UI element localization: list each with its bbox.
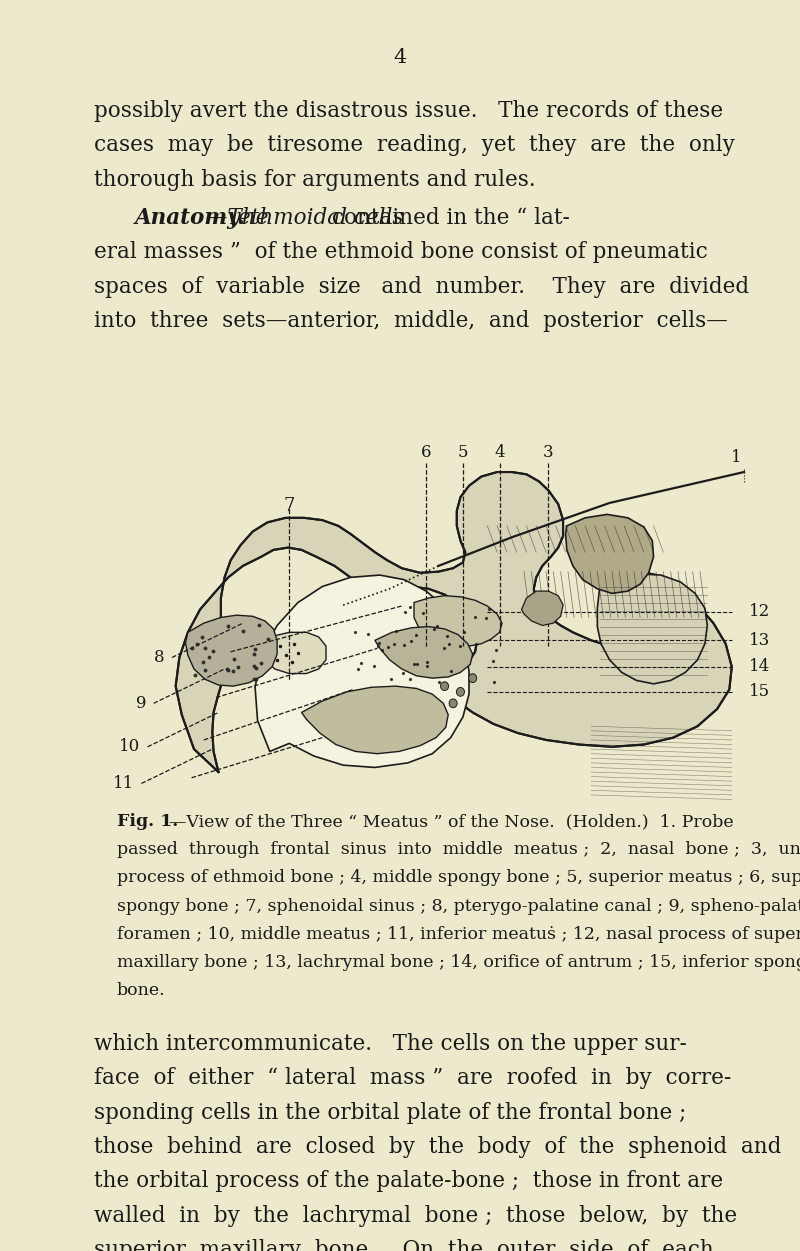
Text: 3: 3 — [543, 444, 554, 460]
Text: Anatomy.: Anatomy. — [134, 206, 245, 229]
Polygon shape — [598, 574, 707, 684]
Text: 1: 1 — [731, 449, 742, 467]
Text: Fig. 1.: Fig. 1. — [117, 813, 178, 831]
Text: into  three  sets—anterior,  middle,  and  posterior  cells—: into three sets—anterior, middle, and po… — [94, 310, 728, 333]
Text: 4: 4 — [494, 444, 505, 460]
Bar — [84, 463, 744, 801]
Text: 13: 13 — [750, 632, 770, 649]
Ellipse shape — [457, 688, 465, 697]
Text: the orbital process of the palate-bone ;  those in front are: the orbital process of the palate-bone ;… — [94, 1171, 723, 1192]
Text: walled  in  by  the  lachrymal  bone ;  those  below,  by  the: walled in by the lachrymal bone ; those … — [94, 1205, 738, 1227]
Polygon shape — [302, 686, 448, 753]
Text: process of ethmoid bone ; 4, middle spongy bone ; 5, superior meatus ; 6, superi: process of ethmoid bone ; 4, middle spon… — [117, 869, 800, 887]
Text: 14: 14 — [750, 658, 770, 676]
Text: 9: 9 — [136, 694, 146, 712]
Text: which intercommunicate.   The cells on the upper sur-: which intercommunicate. The cells on the… — [94, 1033, 687, 1055]
Ellipse shape — [441, 682, 449, 691]
Text: 6: 6 — [421, 444, 431, 460]
Text: sponding cells in the orbital plate of the frontal bone ;: sponding cells in the orbital plate of t… — [94, 1102, 686, 1123]
Text: 11: 11 — [113, 774, 134, 792]
Text: spongy bone ; 7, sphenoidal sinus ; 8, pterygo-palatine canal ; 9, spheno-palati: spongy bone ; 7, sphenoidal sinus ; 8, p… — [117, 898, 800, 914]
Text: those  behind  are  closed  by  the  body  of  the  sphenoid  and: those behind are closed by the body of t… — [94, 1136, 782, 1158]
Polygon shape — [255, 575, 469, 767]
Text: cases  may  be  tiresome  reading,  yet  they  are  the  only: cases may be tiresome reading, yet they … — [94, 134, 735, 156]
Text: spaces  of  variable  size   and  number.    They  are  divided: spaces of variable size and number. They… — [94, 275, 750, 298]
Text: passed  through  frontal  sinus  into  middle  meatus ;  2,  nasal  bone ;  3,  : passed through frontal sinus into middle… — [117, 842, 800, 858]
Polygon shape — [522, 592, 563, 626]
Text: maxillary bone ; 13, lachrymal bone ; 14, orifice of antrum ; 15, inferior spong: maxillary bone ; 13, lachrymal bone ; 14… — [117, 955, 800, 971]
Polygon shape — [176, 472, 732, 772]
Ellipse shape — [449, 699, 457, 708]
Text: —View of the Three “ Meatus ” of the Nose.  (Holden.)  1. Probe: —View of the Three “ Meatus ” of the Nos… — [169, 813, 734, 831]
Text: 5: 5 — [458, 444, 468, 460]
Text: face  of  either  “ lateral  mass ”  are  roofed  in  by  corre-: face of either “ lateral mass ” are roof… — [94, 1067, 732, 1090]
Polygon shape — [266, 632, 326, 673]
Text: 8: 8 — [154, 649, 165, 666]
Ellipse shape — [469, 674, 477, 683]
Text: eral masses ”  of the ethmoid bone consist of pneumatic: eral masses ” of the ethmoid bone consis… — [94, 241, 708, 264]
Text: superior  maxillary  bone.    On  the  outer  side  of  each: superior maxillary bone. On the outer si… — [94, 1238, 714, 1251]
Polygon shape — [414, 595, 502, 646]
Text: 12: 12 — [750, 603, 770, 620]
Text: 7: 7 — [284, 497, 295, 515]
Text: contained in the “ lat-: contained in the “ lat- — [325, 206, 570, 229]
Polygon shape — [186, 615, 277, 686]
Text: thorough basis for arguments and rules.: thorough basis for arguments and rules. — [94, 169, 536, 191]
Polygon shape — [566, 514, 654, 593]
Text: 15: 15 — [750, 683, 770, 701]
Text: foramen ; 10, middle meatus ; 11, inferior meatuṡ ; 12, nasal process of superi: foramen ; 10, middle meatus ; 11, inferi… — [117, 926, 800, 943]
Polygon shape — [375, 627, 473, 678]
Text: ethmoidal cells: ethmoidal cells — [238, 206, 404, 229]
Text: 4: 4 — [394, 48, 406, 66]
Text: possibly avert the disastrous issue.   The records of these: possibly avert the disastrous issue. The… — [94, 100, 723, 123]
Text: 10: 10 — [119, 738, 140, 756]
Text: bone.: bone. — [117, 982, 166, 1000]
Text: —The: —The — [206, 206, 276, 229]
